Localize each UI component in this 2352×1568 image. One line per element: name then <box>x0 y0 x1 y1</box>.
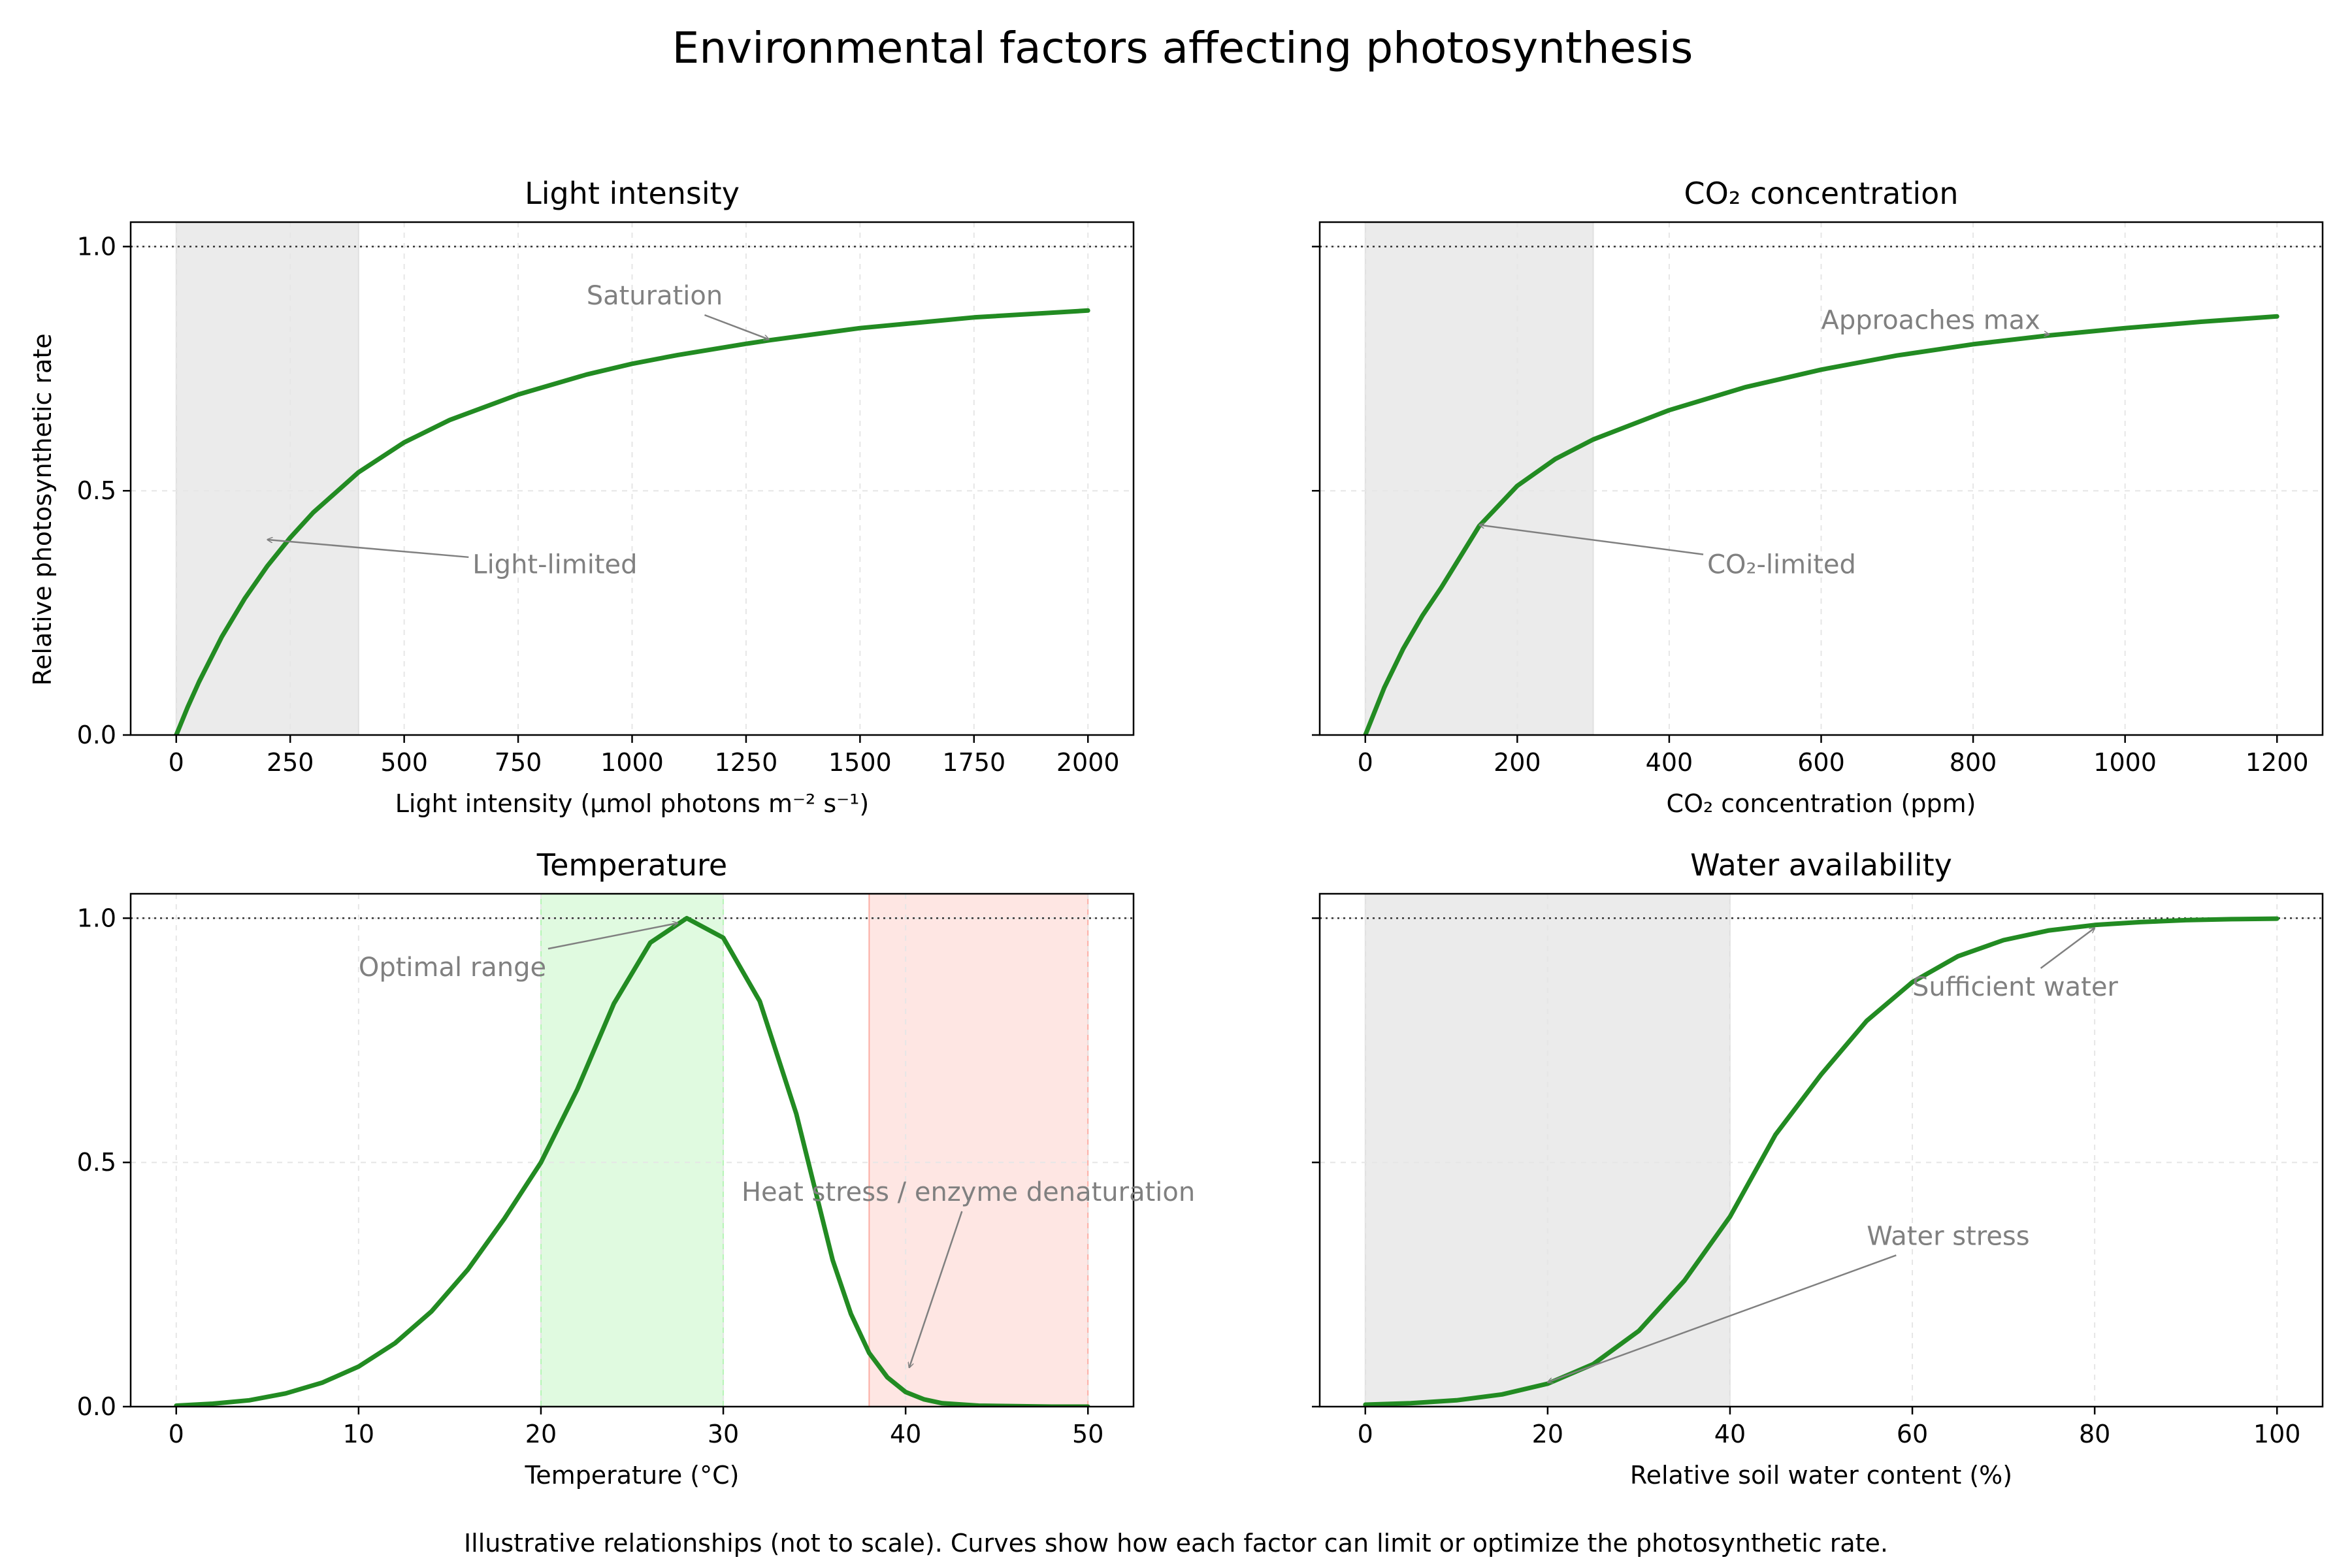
rate-curve <box>174 308 1090 735</box>
x-tick-label: 100 <box>2253 1420 2301 1448</box>
x-tick-label: 80 <box>2079 1420 2110 1448</box>
x-tick-label: 800 <box>1950 748 1997 777</box>
annotation-label: Light-limited <box>472 549 637 580</box>
x-tick-label: 30 <box>708 1420 739 1448</box>
x-tick-label: 600 <box>1797 748 1845 777</box>
y-tick-label: 0.5 <box>77 476 116 505</box>
panel-3: 0 10 20 30 40 50 0.0 0.5 1.0 Temperature Temperatu… <box>77 847 1196 1490</box>
x-tick-label: 1750 <box>942 748 1005 777</box>
x-tick-label: 1000 <box>600 748 664 777</box>
x-tick-label: 20 <box>525 1420 557 1448</box>
x-tick-label: 0 <box>169 1420 184 1448</box>
x-axis-label: CO₂ concentration (ppm) <box>1667 789 1976 818</box>
shaded-region-1 <box>540 893 725 1407</box>
x-tick-label: 60 <box>1897 1420 1928 1448</box>
y-tick-label: 0.5 <box>77 1148 116 1177</box>
annotation-arrow <box>704 314 768 339</box>
annotation-label: Approaches max <box>1821 306 2040 336</box>
annotation-label: Sufficient water <box>1912 972 2118 1002</box>
annotation-label: CO₂-limited <box>1707 549 1856 580</box>
panel-title: Light intensity <box>525 176 740 211</box>
y-tick-label: 1.0 <box>77 904 116 932</box>
x-axis-label: Relative soil water content (%) <box>1630 1461 2012 1490</box>
rate-curve <box>174 915 1090 1407</box>
annotation-label: Saturation <box>587 281 723 311</box>
x-tick-label: 20 <box>1532 1420 1563 1448</box>
x-axis-label: Temperature (°C) <box>525 1461 740 1490</box>
rate-curve <box>1363 314 2279 735</box>
annotation-label: Heat stress / enzyme denaturation <box>742 1177 1195 1207</box>
chart-panels: 0 250 500 750 1000 1250 1500 1750 20000.00.51.0L… <box>77 176 2324 1490</box>
annotation-arrow <box>267 540 469 559</box>
x-tick-label: 0 <box>1358 748 1373 777</box>
x-tick-label: 50 <box>1072 1420 1103 1448</box>
y-tick-label: 0.0 <box>77 1392 116 1421</box>
annotation-arrow <box>2044 334 2050 335</box>
x-tick-label: 40 <box>1714 1420 1746 1448</box>
panel-2: 0 200 400 600 800 1000 1200 CO₂ concentration CO… <box>1312 176 2324 818</box>
x-tick-label: 40 <box>890 1420 921 1448</box>
annotation-arrow <box>2040 928 2095 970</box>
figure-caption: Illustrative relationships (not to scale… <box>464 1529 1888 1558</box>
x-tick-label: 10 <box>343 1420 374 1448</box>
panel-4: 0 20 40 60 80 100 Water availability Relative s… <box>1312 847 2324 1490</box>
shared-y-axis-label: Relative photosynthetic rate <box>28 333 57 685</box>
x-tick-label: 0 <box>1358 1420 1373 1448</box>
x-tick-label: 200 <box>1494 748 1541 777</box>
y-tick-label: 0.0 <box>77 721 116 749</box>
shaded-region-2 <box>868 893 1089 1407</box>
annotation-arrow <box>909 1211 963 1367</box>
figure-title: Environmental factors affecting photosyn… <box>672 23 1693 73</box>
x-tick-label: 0 <box>169 748 184 777</box>
x-tick-label: 1000 <box>2093 748 2157 777</box>
x-tick-label: 1200 <box>2246 748 2309 777</box>
annotation-arrow <box>547 923 678 950</box>
annotation-label: Optimal range <box>359 953 546 983</box>
annotation-arrow <box>1479 525 1704 555</box>
x-tick-label: 400 <box>1646 748 1693 777</box>
panel-1: 0 250 500 750 1000 1250 1500 1750 2000 0.0 0.5 1.0 L… <box>77 176 1135 818</box>
plot-frame <box>129 892 1135 1408</box>
panel-title: CO₂ concentration <box>1684 176 1959 211</box>
rate-curve <box>1363 916 2279 1407</box>
annotation-arrow <box>1548 1254 1897 1382</box>
panel-title: Water availability <box>1690 847 1952 883</box>
panel-title: Temperature <box>536 847 727 883</box>
x-tick-label: 500 <box>380 748 428 777</box>
x-tick-label: 750 <box>495 748 542 777</box>
x-tick-label: 250 <box>267 748 314 777</box>
y-tick-label: 1.0 <box>77 232 116 261</box>
x-tick-label: 1500 <box>828 748 892 777</box>
shaded-region-1 <box>175 221 359 736</box>
plot-frame <box>1318 892 2324 1408</box>
x-tick-label: 1250 <box>715 748 778 777</box>
x-axis-label: Light intensity (µmol photons m⁻² s⁻¹) <box>395 789 870 818</box>
x-tick-label: 2000 <box>1056 748 1120 777</box>
annotation-label: Water stress <box>1867 1221 2029 1251</box>
